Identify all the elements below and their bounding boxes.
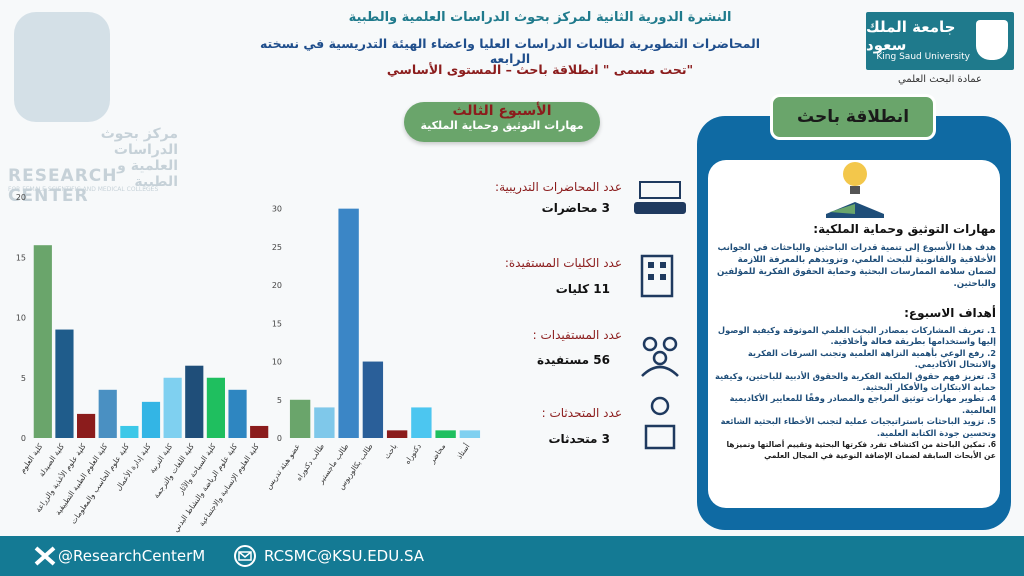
goal: 5. تزويد الباحثات باستراتيجيات عملية لتج… [720,416,996,438]
bar [55,329,74,438]
logo-arabic: جامعة الملك سعود [866,18,956,54]
goal: 3. تعزيز فهم حقوق الملكية الفكرية والحقو… [714,370,996,393]
lightbulb-icon [826,162,884,218]
stat-label: عدد المتحدثات : [541,406,622,420]
skill-heading: مهارات التوثيق وحماية الملكية: [813,222,996,236]
y-tick-label: 10 [272,358,282,367]
email: RCSMC@KSU.EDU.SA [264,547,425,565]
header-line: النشرة الدورية الثانية لمركز بحوث الدراس… [348,10,732,25]
bar [435,430,456,438]
watermark-arabic: مركز بحوث الدراسات العلمية و الطبية [100,126,178,190]
y-tick-label: 5 [277,396,282,405]
stat-label: عدد المستفيدات : [532,328,622,342]
stat-value: 56 مستفيدة [537,353,610,367]
goals-list: 1. تعريف المشاركات بمصادر البحث العلمي ا… [712,325,996,462]
bar [77,413,96,438]
y-tick-label: 20 [272,281,282,290]
x-tick-label: دكتوراه [403,442,423,466]
bar [120,425,139,438]
twitter-handle: @ResearchCenterM [58,547,206,565]
stat-label: عدد الكليات المستفيدة: [504,256,622,270]
y-tick-label: 30 [272,205,282,214]
bar [289,399,311,438]
bar [33,245,52,438]
week-subtitle: مهارات التوثيق وحماية الملكية [420,119,584,132]
x-tick-label: عضو هيئة تدريس [264,442,302,491]
bar [250,425,269,438]
bar [185,365,204,438]
x-tick-label: باحث [382,442,399,461]
y-tick-label: 15 [16,253,26,262]
week-badge: الأسبوع الثالث مهارات التوثيق وحماية الم… [404,102,600,142]
stat-label: عدد المحاضرات التدريبية: [495,180,622,194]
bar [362,361,384,438]
bar [163,377,182,438]
panel-title: انطلاقة باحث [770,94,936,140]
y-tick-label: 15 [272,319,282,328]
week-title: الأسبوع الثالث [452,103,552,119]
goal: 2. رفع الوعي بأهمية النزاهة العلمية وتجن… [747,347,996,370]
y-tick-label: 0 [277,434,282,443]
bar [141,401,161,438]
bar [386,430,408,438]
bar [206,377,225,438]
x-icon [34,546,56,566]
stat-value: 3 متحدثات [548,432,610,446]
y-tick-label: 0 [21,434,26,443]
y-tick-label: 10 [16,314,26,323]
bar [98,389,117,438]
bar [228,389,247,438]
icon [634,181,686,450]
watermark-english: RESEARCH CENTER [8,166,118,206]
goals-heading: أهداف الاسبوع: [904,306,996,320]
logo-english: King Saud University [876,52,970,62]
goal: 4. تطوير مهارات توثيق المراجع والمصادر و… [729,393,996,415]
stat-value: 11 كليات [555,282,610,296]
x-tick-label: أستاذ [454,441,472,460]
y-tick-label: 25 [272,243,282,252]
goal: 6. تمكين الباحثة من اكتشاف تفرد فكرتها ا… [726,440,996,461]
skill-text: هدف هذا الأسبوع إلى تنمية قدرات الباحثين… [716,243,996,289]
header-line: المحاضرات التطويرية لطالبات الدراسات الع… [259,36,761,66]
y-tick-label: 5 [21,374,26,383]
watermark-subtitle: FOR FEMALE SCIENTIFIC AND MEDICAL COLLEG… [8,186,159,193]
header-line: "تحت مسمى " انطلاقة باحث – المستوى الأسا… [386,62,694,77]
bar [411,407,432,438]
y-tick-label: 20 [16,193,26,202]
x-tick-label: محاضر [427,442,447,466]
goal: 1. تعريف المشاركات بمصادر البحث العلمي ا… [717,325,996,347]
watermark: مركز بحوث الدراسات العلمية و الطبية RESE… [8,8,183,206]
bar [338,208,359,438]
bar [314,407,335,438]
deanship: عمادة البحث العلمي [897,74,983,85]
email-icon [234,545,256,567]
university-logo: جامعة الملك سعود King Saud University [866,12,1014,70]
footer: @ResearchCenterM RCSMC@KSU.EDU.SA [0,536,1024,576]
bar [459,430,481,438]
stat-value: 3 محاضرات [541,201,610,215]
